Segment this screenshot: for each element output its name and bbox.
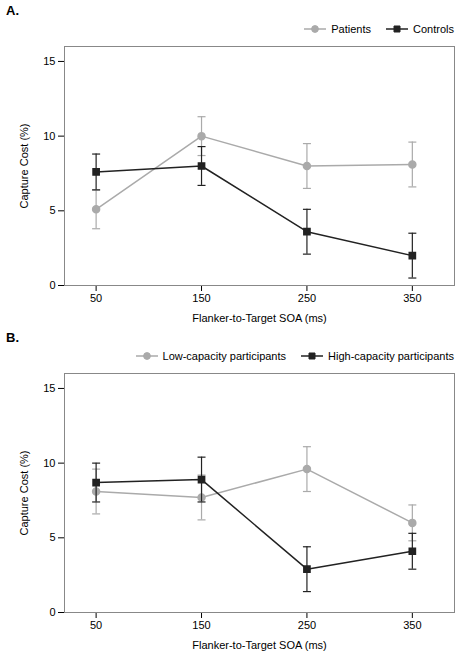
html-text:Controls: Controls (413, 23, 454, 35)
svg-text:10: 10 (43, 130, 55, 142)
svg-text:5: 5 (49, 204, 55, 216)
svg-text:350: 350 (403, 619, 421, 631)
svg-text:Flanker-to-Target SOA (ms): Flanker-to-Target SOA (ms) (192, 312, 326, 324)
svg-text:Flanker-to-Target SOA (ms): Flanker-to-Target SOA (ms) (192, 639, 326, 651)
html-text:A.: A. (6, 3, 19, 18)
svg-text:10: 10 (43, 457, 55, 469)
svg-text:250: 250 (298, 619, 316, 631)
svg-text:150: 150 (192, 619, 210, 631)
svg-text:15: 15 (43, 55, 55, 67)
svg-text:0: 0 (49, 279, 55, 291)
svg-text:5: 5 (49, 531, 55, 543)
svg-text:50: 50 (90, 292, 102, 304)
svg-text:15: 15 (43, 382, 55, 394)
svg-text:Capture Cost (%): Capture Cost (%) (18, 124, 30, 209)
svg-text:50: 50 (90, 619, 102, 631)
svg-text:150: 150 (192, 292, 210, 304)
html-text:B.: B. (6, 330, 19, 345)
html-text:High-capacity participants: High-capacity participants (328, 350, 454, 362)
html-text:Patients: Patients (331, 23, 371, 35)
svg-text:0: 0 (49, 606, 55, 618)
svg-text:250: 250 (298, 292, 316, 304)
html-text:Low-capacity participants: Low-capacity participants (162, 350, 286, 362)
svg-text:Capture Cost (%): Capture Cost (%) (18, 451, 30, 536)
svg-text:350: 350 (403, 292, 421, 304)
